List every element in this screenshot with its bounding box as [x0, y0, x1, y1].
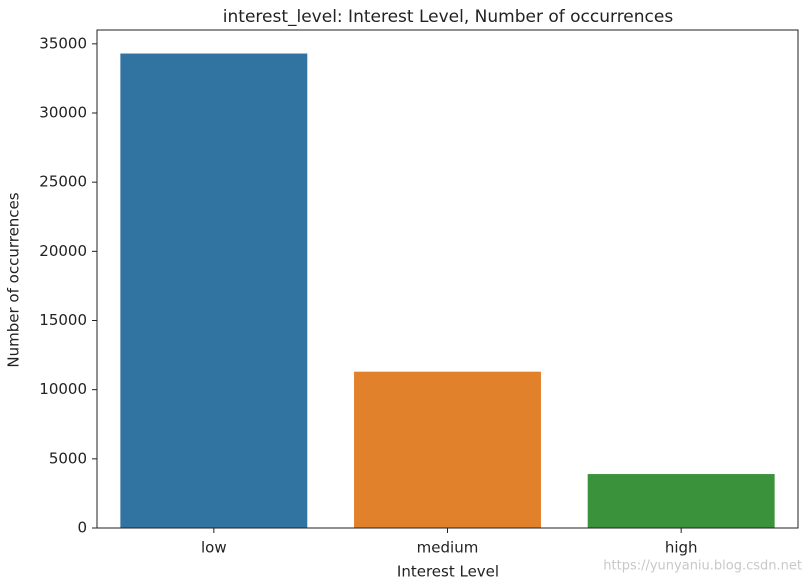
y-tick-label: 0 — [77, 519, 87, 537]
y-tick-label: 10000 — [39, 380, 87, 398]
bar — [120, 53, 308, 529]
chart-title: interest_level: Interest Level, Number o… — [223, 7, 674, 27]
y-tick-label: 25000 — [39, 173, 87, 191]
y-tick-label: 20000 — [39, 242, 87, 260]
bar — [587, 474, 775, 528]
y-tick-label: 15000 — [39, 311, 87, 329]
x-tick-label: medium — [417, 539, 479, 557]
y-tick-label: 35000 — [39, 34, 87, 52]
y-tick-label: 30000 — [39, 104, 87, 122]
y-tick-label: 5000 — [49, 449, 87, 467]
y-axis-label: Number of occurrences — [5, 192, 23, 367]
watermark: https://yunyaniu.blog.csdn.net — [603, 559, 802, 574]
x-axis-label: Interest Level — [397, 563, 499, 581]
x-tick-label: high — [665, 539, 698, 557]
plot-frame — [96, 29, 799, 529]
x-tick-label: low — [201, 539, 227, 557]
bar — [354, 371, 541, 528]
